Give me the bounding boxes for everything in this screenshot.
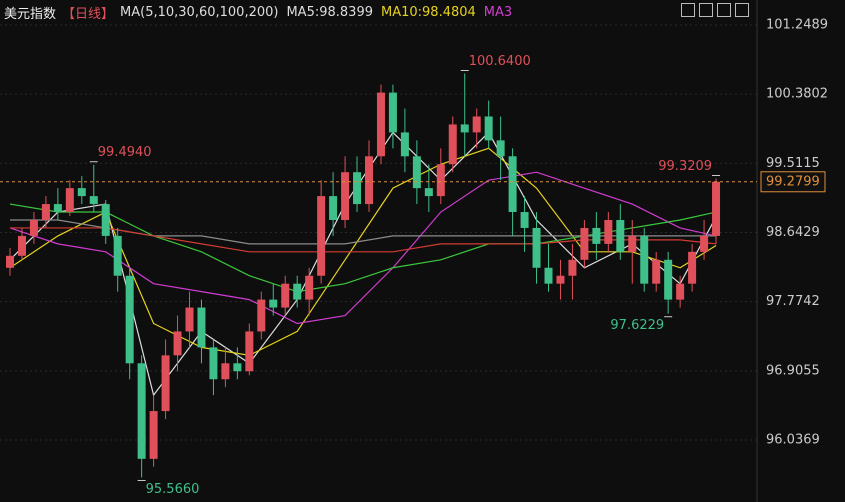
extreme-label: 99.4940 xyxy=(98,145,152,160)
candle-body xyxy=(376,92,385,157)
candle-body xyxy=(640,235,649,284)
candle-body xyxy=(29,219,38,236)
candle-body xyxy=(65,188,74,213)
legend-entry: MA10:98.4804 xyxy=(381,4,476,20)
candle-body xyxy=(664,259,673,300)
candle-body xyxy=(197,307,206,348)
period[interactable]: 【日线】 xyxy=(62,6,115,22)
candle-body xyxy=(209,347,218,380)
candle-body xyxy=(460,124,469,133)
candle-body xyxy=(400,132,409,157)
candle-body xyxy=(353,172,362,205)
tool-button[interactable] xyxy=(699,3,713,17)
candle-body xyxy=(293,283,302,300)
candle-body xyxy=(520,212,529,228)
candle-body xyxy=(149,411,158,459)
candle-body xyxy=(592,227,601,244)
candle-body xyxy=(77,188,86,197)
candle-body xyxy=(484,116,493,141)
candle-body xyxy=(712,181,721,236)
tool-button[interactable] xyxy=(717,3,731,17)
extreme-label: 100.6400 xyxy=(469,54,531,69)
legend: MA(5,10,30,60,100,200) MA5:98.8399 MA10:98… xyxy=(120,5,512,20)
candle-body xyxy=(341,172,350,220)
tool-button[interactable] xyxy=(735,3,749,17)
candle-body xyxy=(424,188,433,197)
candle-body xyxy=(628,235,637,252)
y-tick-label: 97.7742 xyxy=(766,294,820,309)
candle-body xyxy=(53,204,62,213)
candle-body xyxy=(113,235,122,276)
candle-body xyxy=(412,156,421,189)
extreme-label: 99.3209 xyxy=(658,159,712,174)
toolbar xyxy=(681,3,749,17)
last-price-label: 99.2799 xyxy=(766,174,820,189)
candle-body xyxy=(101,204,110,236)
y-tick-label: 98.6429 xyxy=(766,225,820,240)
candle-body xyxy=(257,299,266,332)
candle-body xyxy=(317,196,326,276)
candle-body xyxy=(365,156,373,205)
candle-body xyxy=(161,355,170,412)
candle-body xyxy=(700,235,709,252)
header: 美元指数 【日线】 MA(5,10,30,60,100,200) MA5:98.8… xyxy=(4,2,512,22)
candle-body xyxy=(688,251,697,284)
tool-button[interactable] xyxy=(681,3,695,17)
y-tick-label: 96.9055 xyxy=(766,363,820,378)
candle-body xyxy=(269,299,278,308)
y-tick-label: 99.5115 xyxy=(766,156,820,171)
candle-body xyxy=(448,124,457,165)
candle-body xyxy=(580,227,589,260)
candle-body xyxy=(472,116,481,133)
extreme-label: 97.6229 xyxy=(610,318,664,333)
candle-body xyxy=(568,259,577,276)
candle-body xyxy=(17,235,26,256)
candle-body xyxy=(616,219,625,252)
candle-body xyxy=(173,331,182,356)
candle-body xyxy=(233,363,242,372)
chart-title: 美元指数 xyxy=(4,6,57,22)
legend-entry: MA(5,10,30,60,100,200) xyxy=(120,4,279,20)
y-tick-label: 96.0369 xyxy=(766,432,820,447)
candle-body xyxy=(604,219,613,244)
last-price-box xyxy=(760,171,826,193)
candle-body xyxy=(329,196,338,220)
candle-body xyxy=(556,275,565,284)
legend-entry: MA3 xyxy=(483,4,513,20)
candle-body xyxy=(185,307,194,332)
candle-body xyxy=(436,164,445,197)
candle-body xyxy=(496,140,505,157)
candle-body xyxy=(137,363,146,459)
extreme-label: 95.5660 xyxy=(146,482,200,497)
candle-body xyxy=(281,283,290,308)
candle-body xyxy=(676,283,685,300)
candle-body xyxy=(388,92,397,133)
candle-body xyxy=(125,275,134,364)
legend-entry: MA5:98.8399 xyxy=(286,4,373,20)
candle-body xyxy=(652,259,661,284)
candle-body xyxy=(89,196,98,205)
candle-body xyxy=(221,363,230,380)
y-tick-label: 101.2489 xyxy=(766,18,828,33)
candle-body xyxy=(508,156,517,213)
candle-body xyxy=(245,331,254,372)
y-tick-label: 100.3802 xyxy=(766,87,828,102)
candle-body xyxy=(532,227,541,268)
candle-body xyxy=(544,267,553,284)
candle-body xyxy=(305,275,314,300)
candle-body xyxy=(41,204,50,220)
candle-body xyxy=(6,255,14,268)
